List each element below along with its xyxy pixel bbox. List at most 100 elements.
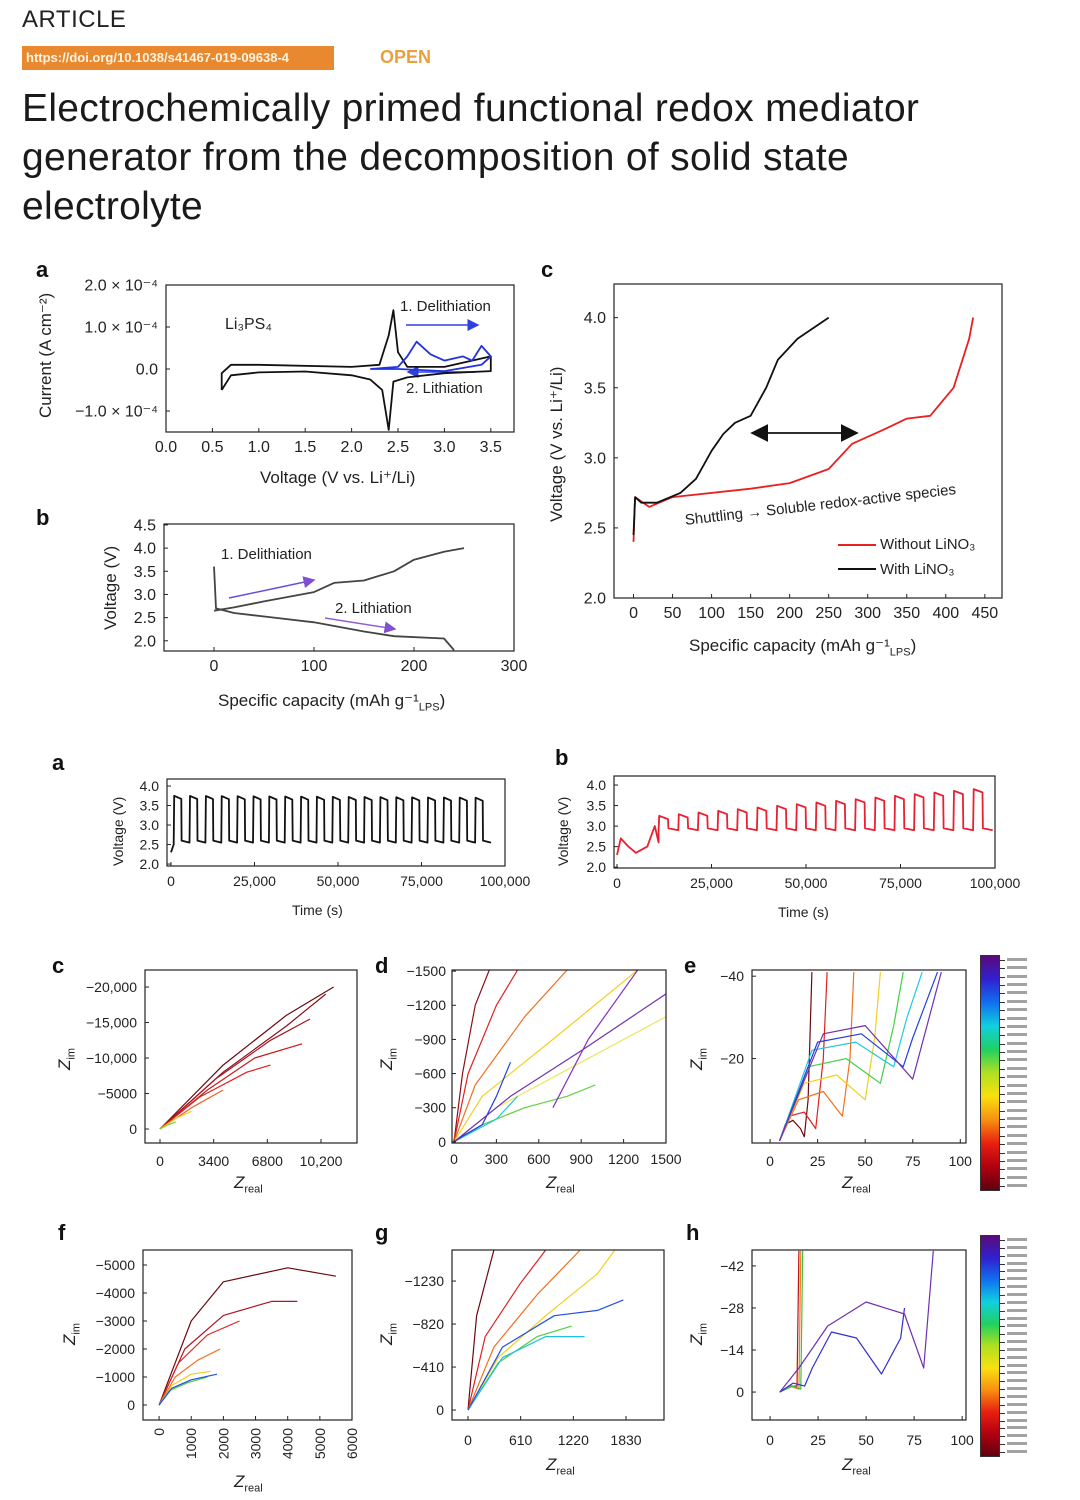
y-tick-label: −14 [720, 1342, 744, 1358]
colorbar-tick-label [1007, 1387, 1027, 1391]
fig1b-delithiation-label: 1. Delithiation [221, 546, 312, 563]
y-tick-label: 3.5 [140, 797, 160, 813]
series-line-1 [213, 566, 455, 651]
y-tick-label: −410 [412, 1359, 444, 1375]
x-tick-label: 0 [766, 1153, 774, 1169]
x-tick-label: 300 [501, 658, 528, 675]
y-tick-label: 3.0 [584, 450, 606, 467]
colorbar-tick-label [1007, 983, 1027, 987]
y-tick-label: −10,000 [86, 1050, 137, 1066]
x-tick-label: 2.0 [340, 439, 362, 456]
f2d-chart: 0 300 600 900 1200 1500 −1500 −1200 −900 −600 −300… [407, 963, 682, 1167]
colorbar-tick [1000, 1102, 1005, 1104]
colorbar-tick [1000, 1302, 1005, 1304]
colorbar-tick [1000, 1389, 1005, 1391]
colorbar-tick-label [1007, 1184, 1027, 1187]
colorbar-tick [1000, 1334, 1005, 1336]
y-tick-label: 2.0 [140, 856, 160, 872]
series-line-0 [158, 1267, 337, 1406]
colorbar-tick [1000, 1135, 1005, 1137]
colorbar-tick [1000, 1310, 1005, 1312]
series-line-7 [453, 1061, 512, 1143]
x-tick-label: 75,000 [879, 875, 922, 891]
series-line-6 [453, 1095, 519, 1143]
legend-without-lino3: Without LiNO₃ [880, 536, 976, 553]
x-tick-label: 100 [949, 1153, 973, 1169]
fig2h-xlabel: Zreal [842, 1455, 871, 1478]
plot-area [170, 794, 492, 853]
plot-area [453, 970, 666, 1143]
colorbar-tick-label [1007, 1277, 1027, 1281]
plot-area [159, 986, 334, 1130]
x-tick-label: 1220 [558, 1432, 589, 1448]
f2h-chart: 0 25 50 75 100 −42 −28 −14 0 [720, 1249, 974, 1448]
colorbar-tick [1000, 1093, 1005, 1095]
colorbar-tick-label [1007, 958, 1027, 961]
colorbar-tick [1000, 1010, 1005, 1012]
colorbar-tick-label [1007, 1125, 1027, 1129]
colorbar-tick-label [1007, 1133, 1027, 1137]
colorbar-tick [1000, 1428, 1005, 1430]
colorbar-tick [1000, 1342, 1005, 1344]
colorbar-tick-label [1007, 1285, 1027, 1289]
y-tick-label: −600 [414, 1065, 446, 1081]
fig1b-xlabel: Specific capacity (mAh g⁻¹LPS) [218, 691, 446, 714]
y-tick-label: 3.0 [140, 817, 160, 833]
colorbar-tick [1000, 1068, 1005, 1070]
colorbar-tick-label [1007, 1016, 1027, 1020]
fig2f-xlabel: Zreal [234, 1472, 263, 1495]
y-tick-label: 0 [736, 1384, 744, 1400]
colorbar-tick [1000, 985, 1005, 987]
series-line-5 [467, 1335, 585, 1411]
colorbar-tick-label [1007, 1332, 1027, 1336]
x-tick-label: 0 [167, 873, 175, 889]
x-tick-label: 5000 [312, 1428, 328, 1459]
colorbar-tick-label [1007, 1371, 1027, 1375]
colorbar-tick [1000, 1420, 1005, 1422]
fig1c-xlabel: Specific capacity (mAh g⁻¹LPS) [689, 636, 917, 659]
series-line-0 [213, 547, 465, 612]
colorbar-tick-label [1007, 1253, 1027, 1257]
y-tick-label: −1230 [405, 1273, 445, 1289]
colorbar-tick [1000, 1436, 1005, 1438]
series-line-2 [779, 1250, 804, 1393]
series-line-7 [779, 971, 942, 1142]
series-line-2 [158, 1320, 240, 1406]
x-tick-label: 1000 [183, 1428, 199, 1459]
y-tick-label: −42 [720, 1258, 744, 1274]
x-tick-label: 25 [810, 1432, 826, 1448]
colorbar-tick-label [1007, 1300, 1027, 1304]
f2g-chart: 0 610 1220 1830 −1230 −820 −410 0 [405, 1249, 665, 1448]
doi-link[interactable]: https://doi.org/10.1038/s41467-019-09638… [22, 46, 334, 70]
colorbar-tick [1000, 1326, 1005, 1328]
x-tick-label: 2.5 [387, 439, 409, 456]
colorbar-tick-label [1007, 1117, 1027, 1121]
x-tick-label: 100 [698, 605, 725, 622]
fig2-panel-g-label: g [375, 1220, 389, 1245]
fig2c-xlabel: Zreal [234, 1173, 263, 1196]
colorbar-tick [1000, 1255, 1005, 1257]
colorbar-tick [1000, 1186, 1005, 1187]
colorbar-tick [1000, 1043, 1005, 1045]
x-tick-label: 0 [464, 1432, 472, 1448]
colorbar-tick [1000, 1373, 1005, 1375]
series-line-5 [779, 971, 923, 1142]
colorbar-tick [1000, 1060, 1005, 1062]
axes-frame [165, 284, 515, 433]
plot-area [220, 309, 492, 431]
colorbar-tick-label [1007, 1108, 1027, 1112]
x-tick-label: 1.0 [248, 439, 270, 456]
series-line-3 [453, 970, 639, 1143]
y-tick-label: 2.5 [584, 521, 606, 538]
f2f-chart: 0 1000 2000 3000 4000 5000 6000 −5000 −4000 −3000… [96, 1249, 360, 1459]
x-tick-label: 75 [905, 1153, 921, 1169]
series-line-0 [632, 317, 974, 542]
colorbar-tick-label [1007, 1308, 1027, 1312]
fig2-panel-f-label: f [58, 1220, 66, 1245]
x-tick-label: 300 [485, 1151, 509, 1167]
colorbar-tick [1000, 1144, 1005, 1146]
series-line-3 [467, 1250, 616, 1411]
colorbar-tick-label [1007, 1142, 1027, 1146]
y-tick-label: 4.0 [587, 777, 607, 793]
y-tick-label: −5000 [96, 1257, 136, 1273]
